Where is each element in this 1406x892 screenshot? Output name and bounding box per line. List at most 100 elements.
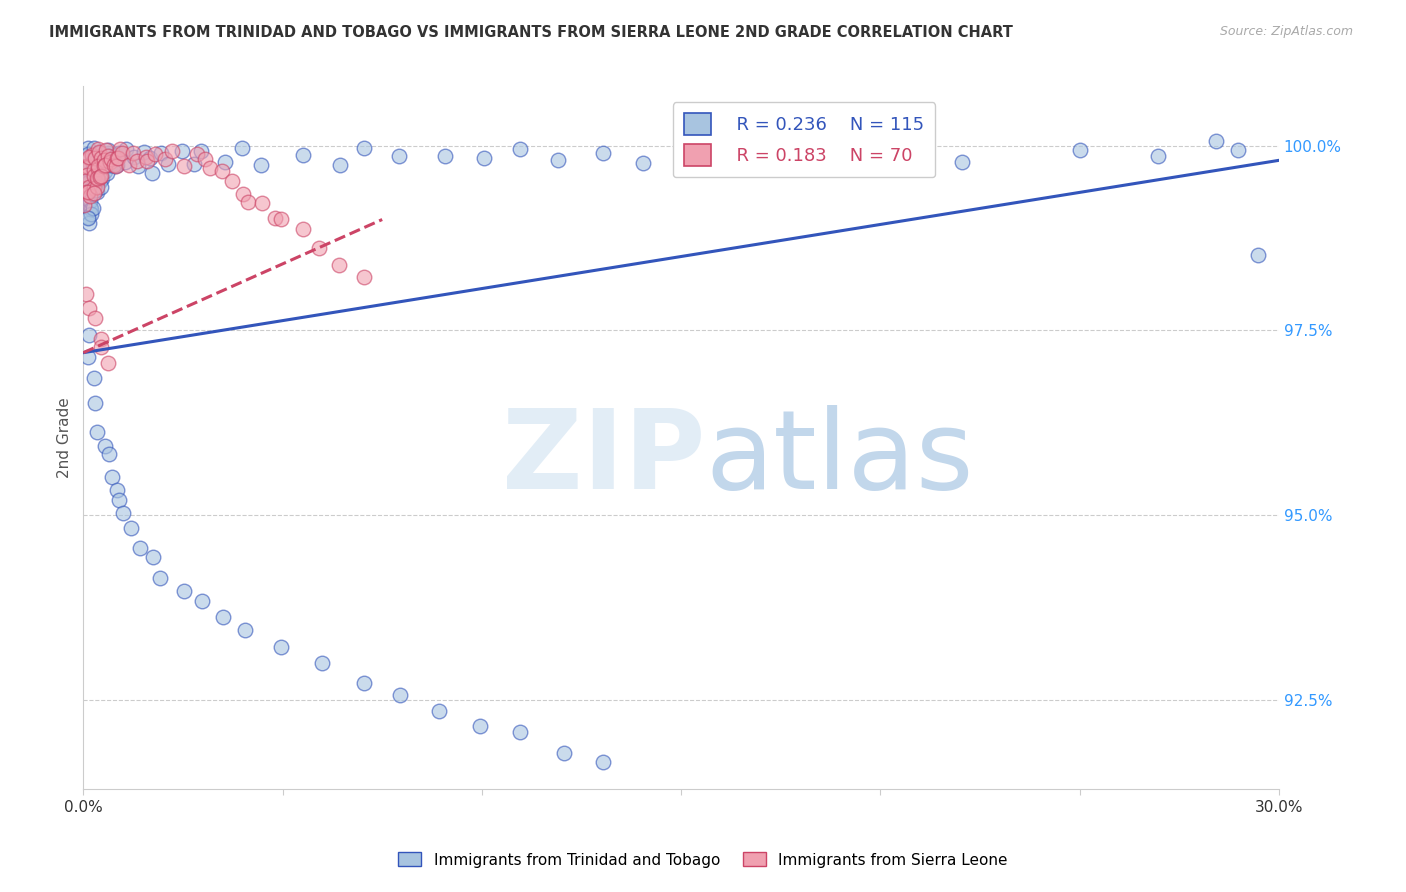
Point	[866, 148, 889, 162]
Point	[115, 142, 138, 156]
Text: Source: ZipAtlas.com: Source: ZipAtlas.com	[1219, 25, 1353, 38]
Point	[353, 270, 375, 285]
Point	[86, 179, 108, 194]
Point	[270, 640, 292, 654]
Point	[79, 200, 101, 214]
Point	[129, 541, 152, 556]
Point	[94, 143, 117, 157]
Point	[83, 163, 105, 178]
Point	[105, 147, 128, 161]
Point	[90, 179, 112, 194]
Point	[89, 170, 111, 185]
Point	[547, 153, 569, 167]
Point	[427, 704, 450, 718]
Point	[80, 202, 103, 217]
Point	[97, 356, 120, 370]
Point	[86, 183, 108, 197]
Point	[87, 142, 110, 156]
Point	[96, 156, 118, 170]
Point	[353, 141, 375, 155]
Point	[1147, 148, 1170, 162]
Point	[122, 150, 145, 164]
Point	[194, 152, 217, 166]
Point	[105, 151, 128, 165]
Point	[77, 350, 100, 364]
Point	[1247, 248, 1270, 262]
Point	[270, 211, 292, 226]
Point	[329, 158, 352, 172]
Point	[73, 197, 96, 211]
Point	[94, 156, 117, 170]
Point	[389, 688, 412, 702]
Point	[127, 153, 149, 168]
Point	[470, 718, 492, 732]
Point	[82, 148, 104, 162]
Point	[82, 156, 104, 170]
Point	[77, 146, 100, 161]
Point	[110, 142, 132, 156]
Point	[94, 163, 117, 178]
Point	[97, 143, 120, 157]
Point	[808, 152, 831, 166]
Point	[388, 149, 411, 163]
Point	[553, 747, 575, 761]
Point	[77, 141, 100, 155]
Point	[80, 207, 103, 221]
Point	[77, 210, 100, 224]
Point	[83, 370, 105, 384]
Point	[96, 166, 118, 180]
Point	[86, 170, 108, 185]
Point	[87, 145, 110, 160]
Point	[75, 175, 97, 189]
Point	[75, 287, 97, 301]
Point	[211, 610, 233, 624]
Point	[93, 153, 115, 167]
Point	[77, 171, 100, 186]
Point	[93, 160, 115, 174]
Point	[233, 623, 256, 637]
Point	[79, 157, 101, 171]
Point	[952, 155, 974, 169]
Point	[91, 171, 114, 186]
Point	[83, 186, 105, 200]
Point	[122, 146, 145, 161]
Point	[141, 550, 163, 565]
Point	[120, 521, 142, 535]
Point	[353, 676, 375, 690]
Point	[236, 195, 259, 210]
Point	[509, 724, 531, 739]
Point	[252, 196, 274, 211]
Point	[198, 161, 221, 175]
Point	[77, 216, 100, 230]
Point	[75, 179, 97, 194]
Point	[139, 151, 162, 165]
Point	[311, 656, 333, 670]
Point	[79, 194, 101, 208]
Point	[75, 174, 97, 188]
Point	[89, 173, 111, 187]
Point	[292, 222, 315, 236]
Point	[97, 447, 120, 461]
Point	[87, 172, 110, 186]
Point	[671, 151, 693, 165]
Point	[135, 150, 157, 164]
Point	[104, 159, 127, 173]
Point	[84, 396, 107, 410]
Y-axis label: 2nd Grade: 2nd Grade	[58, 397, 72, 478]
Point	[157, 156, 180, 170]
Legend: Immigrants from Trinidad and Tobago, Immigrants from Sierra Leone: Immigrants from Trinidad and Tobago, Imm…	[392, 847, 1014, 873]
Point	[190, 594, 212, 608]
Point	[94, 151, 117, 165]
Point	[232, 186, 254, 201]
Point	[1205, 134, 1227, 148]
Point	[86, 425, 108, 440]
Text: ZIP: ZIP	[502, 405, 704, 512]
Point	[83, 177, 105, 191]
Point	[592, 145, 614, 160]
Point	[143, 147, 166, 161]
Point	[77, 184, 100, 198]
Point	[231, 141, 253, 155]
Point	[94, 158, 117, 172]
Point	[77, 175, 100, 189]
Point	[83, 150, 105, 164]
